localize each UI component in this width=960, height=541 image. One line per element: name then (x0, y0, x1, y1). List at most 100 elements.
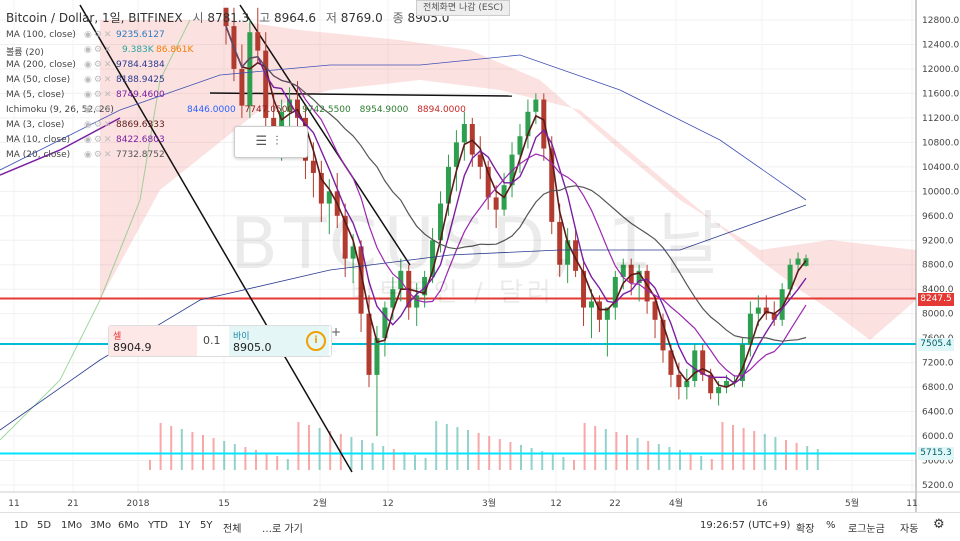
volume-bar (445, 424, 448, 470)
fullscreen-exit-notice[interactable]: 전체화면 나감 (ESC) (416, 0, 511, 16)
indicator-row[interactable]: Ichimoku (9, 26, 52, 26) ◉⚙✕ (6, 105, 114, 115)
ichimoku-value: 9742.5500 (302, 105, 351, 115)
close-label: 종 (392, 11, 404, 25)
candle-body (541, 99, 547, 149)
volume-bar (763, 434, 766, 470)
ma-5-line (225, 25, 807, 385)
indicator-controls-icon[interactable]: ◉⚙✕ (84, 90, 114, 100)
x-tick-label: 11 (8, 499, 19, 509)
candle-body (366, 313, 372, 375)
candle-body (533, 99, 539, 112)
candle-body (525, 111, 531, 137)
volume-bar (265, 453, 268, 470)
candle-body (684, 380, 690, 388)
indicator-row[interactable]: MA (20, close) ◉⚙✕ 7732.8752 (6, 150, 165, 160)
price-chart[interactable]: 5200.05600.06000.06400.06800.07200.07600… (0, 0, 960, 512)
candles-icon[interactable]: ⫶ (275, 134, 287, 149)
indicator-label: 볼륨 (20) (6, 48, 44, 58)
x-tick-label: 3월 (482, 497, 496, 509)
auto-scale-button[interactable]: 자동 (900, 524, 919, 535)
range-ytd[interactable]: YTD (148, 520, 168, 531)
clock[interactable]: 19:26:57 (UTC+9) (700, 520, 791, 531)
volume-bar (382, 446, 385, 470)
ichimoku-value: 8446.0000 (187, 105, 236, 115)
indicator-row[interactable]: 볼륨 (20) ◉⚙✕ 9.383K 86.861K (6, 45, 193, 58)
range-all[interactable]: 전체 (223, 524, 242, 535)
volume-bar (647, 441, 650, 470)
indicator-row[interactable]: MA (5, close) ◉⚙✕ 8749.4600 (6, 90, 165, 100)
candle-body (747, 313, 753, 345)
x-tick-label: 15 (218, 499, 229, 509)
log-scale-button[interactable]: 로그눈금 (848, 524, 885, 535)
ma-20-line (225, 25, 807, 342)
trend-line (79, 4, 353, 473)
high-label: 고 (259, 11, 271, 25)
indicator-controls-icon[interactable]: ◉⚙✕ (84, 120, 114, 130)
volume-bar (371, 443, 374, 470)
range-3mo[interactable]: 3Mo (90, 520, 112, 531)
candle-body (358, 246, 364, 314)
y-tick-label: 12400.0 (922, 40, 959, 50)
indicator-controls-icon[interactable]: ◉⚙✕ (84, 45, 114, 55)
range-6mo[interactable]: 6Mo (118, 520, 140, 531)
trend-line (239, 4, 411, 266)
settings-lines-icon[interactable]: ☰ (255, 134, 276, 149)
indicator-label: MA (50, close) (6, 75, 71, 85)
indicator-controls-icon[interactable]: ◉⚙✕ (84, 150, 114, 160)
indicator-row[interactable]: MA (10, close) ◉⚙✕ 8422.6803 (6, 135, 165, 145)
indicator-controls-icon[interactable]: ◉⚙✕ (84, 75, 114, 85)
indicator-row[interactable]: MA (100, close) ◉⚙✕ 9235.6127 (6, 30, 165, 40)
candle-body (390, 289, 396, 308)
volume-bar (255, 450, 257, 470)
candle-body (708, 374, 714, 394)
range-1mo[interactable]: 1Mo (61, 520, 83, 531)
y-tick-label: 8400.0 (922, 285, 954, 295)
candle-body (700, 350, 706, 375)
info-icon[interactable]: i (306, 331, 326, 351)
x-tick-label: 11 (906, 499, 917, 509)
indicator-controls-icon[interactable]: ◉⚙✕ (84, 135, 114, 145)
goto-date-button[interactable]: …로 가기 (262, 524, 303, 535)
volume-bar (732, 425, 734, 470)
open-label: 시 (192, 11, 204, 25)
drawing-tool-popup[interactable]: ☰⫶ (234, 126, 308, 158)
plus-icon[interactable]: + (331, 325, 342, 339)
range-5d[interactable]: 5D (37, 520, 52, 531)
range-1y[interactable]: 1Y (178, 520, 191, 531)
indicator-controls-icon[interactable]: ◉⚙✕ (84, 30, 114, 40)
indicator-row[interactable]: MA (3, close) ◉⚙✕ 8869.6333 (6, 120, 165, 130)
range-1d[interactable]: 1D (14, 520, 29, 531)
y-tick-label: 6000.0 (922, 432, 954, 442)
candle-body (295, 99, 301, 118)
y-tick-label: 6800.0 (922, 383, 954, 393)
candle-body (795, 258, 801, 265)
candle-body (716, 387, 722, 394)
price-tag-cyan: 7505.4 (918, 337, 954, 351)
percent-button[interactable]: % (826, 520, 836, 531)
candle-body (660, 319, 666, 351)
volume-bar (191, 432, 194, 470)
gear-icon[interactable]: ⚙ (933, 517, 945, 532)
volume-bar (467, 430, 469, 470)
candle-body (223, 7, 229, 27)
indicator-controls-icon[interactable]: ◉⚙✕ (84, 60, 114, 70)
low-label: 저 (325, 11, 337, 25)
indicator-row[interactable]: MA (50, close) ◉⚙✕ 8188.9425 (6, 75, 165, 85)
volume-bar (392, 449, 395, 470)
range-5y[interactable]: 5Y (200, 520, 213, 531)
indicator-label: MA (20, close) (6, 150, 71, 160)
sell-price: 8904.9 (113, 341, 152, 354)
indicator-row[interactable]: MA (200, close) ◉⚙✕ 9784.4384 (6, 60, 165, 70)
sell-button[interactable]: 셀 8904.9 (109, 326, 197, 356)
candle-body (517, 136, 523, 155)
indicator-controls-icon[interactable]: ◉⚙✕ (84, 105, 114, 115)
symbol-title[interactable]: Bitcoin / Dollar, 1일, BITFINEX (6, 11, 183, 25)
candle-body (549, 148, 555, 222)
candle-body (676, 374, 682, 388)
y-tick-label: 7200.0 (922, 359, 954, 369)
extend-button[interactable]: 확장 (796, 524, 815, 535)
volume-bar (180, 429, 183, 470)
candle-body (469, 124, 475, 155)
volume-bar (604, 429, 607, 470)
candle-body (461, 124, 467, 143)
